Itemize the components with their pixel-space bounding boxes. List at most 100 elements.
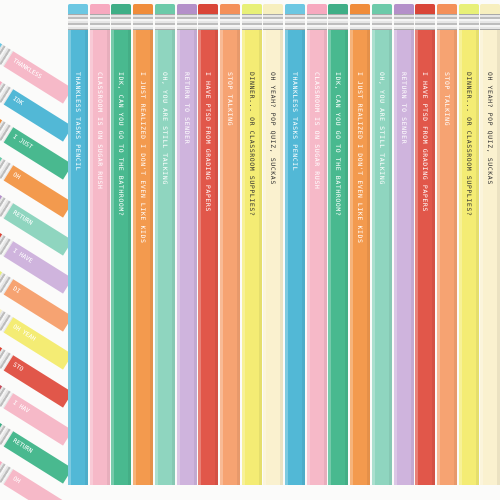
- eraser: [133, 4, 154, 14]
- eraser: [350, 4, 371, 14]
- pencil-body: I HAVE PTSD FROM GRADING PAPERS: [198, 30, 219, 485]
- pencil-label: THANKLESS TASKS PENCIL: [291, 72, 299, 172]
- pencil: STOP TALKING: [219, 0, 240, 485]
- ferrule: [480, 14, 500, 30]
- pencil-body: OH YEAH? POP QUIZ, SUCKAS: [263, 30, 284, 485]
- ferrule: [198, 14, 219, 30]
- pencil: RETURN TO SENDER: [393, 0, 414, 485]
- ferrule: [350, 14, 371, 30]
- pencil: DINNER... OR CLASSROOM SUPPLIES?: [458, 0, 479, 485]
- pencil-label: CLASSROOM IS ON SUGAR RUSH: [95, 72, 104, 190]
- pencil-label: CLASSROOM IS ON SUGAR RUSH: [312, 72, 321, 190]
- eraser: [89, 4, 110, 14]
- eraser: [306, 4, 327, 14]
- eraser: [458, 4, 479, 14]
- ferrule: [436, 14, 457, 30]
- ferrule: [371, 14, 392, 30]
- pencil-label: STOP TALKING: [442, 72, 451, 127]
- eraser: [241, 4, 262, 14]
- pencil-body: I JUST REALIZED I DON'T EVEN LIKE KIDS: [350, 30, 371, 485]
- pencil-body: OH, YOU ARE STILL TALKING: [371, 30, 392, 485]
- pencil: I JUST REALIZED I DON'T EVEN LIKE KIDS: [350, 0, 371, 485]
- ferrule: [328, 14, 349, 30]
- pencil-body: I JUST REALIZED I DON'T EVEN LIKE KIDS: [133, 30, 154, 485]
- ferrule: [241, 14, 262, 30]
- pencil: IDK, CAN YOU GO TO THE BATHROOM?: [328, 0, 349, 485]
- pencil: THANKLESS TASKS PENCIL: [285, 0, 305, 485]
- pencil: I HAVE PTSD FROM GRADING PAPERS: [415, 0, 436, 485]
- pencil-label: THANKLESS TASKS PENCIL: [74, 72, 82, 172]
- pencil-label: OH, YOU ARE STILL TALKING: [160, 72, 169, 185]
- pencil: IDK, CAN YOU GO TO THE BATHROOM?: [111, 0, 132, 485]
- pencil-label: I JUST REALIZED I DON'T EVEN LIKE KIDS: [139, 72, 148, 244]
- pencil-body: RETURN TO SENDER: [393, 30, 414, 485]
- eraser: [480, 4, 500, 14]
- pencil: OH, YOU ARE STILL TALKING: [154, 0, 175, 485]
- pencil-body: RETURN TO SENDER: [176, 30, 197, 485]
- ferrule: [458, 14, 479, 30]
- pencil-body: CLASSROOM IS ON SUGAR RUSH: [89, 30, 110, 485]
- pencil: I JUST REALIZED I DON'T EVEN LIKE KIDS: [133, 0, 154, 485]
- eraser: [154, 4, 175, 14]
- pencil-body: CLASSROOM IS ON SUGAR RUSH: [306, 30, 327, 485]
- ferrule: [176, 14, 197, 30]
- ferrule: [415, 14, 436, 30]
- pencil: OH, YOU ARE STILL TALKING: [371, 0, 392, 485]
- pencil-body: THANKLESS TASKS PENCIL: [285, 30, 305, 485]
- ferrule: [89, 14, 110, 30]
- pencil-label: I JUST REALIZED I DON'T EVEN LIKE KIDS: [356, 72, 365, 244]
- pencil-label: I HAVE PTSD FROM GRADING PAPERS: [421, 72, 430, 212]
- ferrule: [306, 14, 327, 30]
- eraser: [176, 4, 197, 14]
- pencil-body: STOP TALKING: [219, 30, 240, 485]
- eraser: [111, 4, 132, 14]
- pencil-label: RETURN TO SENDER: [182, 72, 191, 145]
- ferrule: [154, 14, 175, 30]
- ferrule: [219, 14, 240, 30]
- ferrule: [393, 14, 414, 30]
- eraser: [263, 4, 284, 14]
- pencil-body: DINNER... OR CLASSROOM SUPPLIES?: [241, 30, 262, 485]
- pencil-label: RETURN TO SENDER: [399, 72, 408, 145]
- eraser: [415, 4, 436, 14]
- eraser: [328, 4, 349, 14]
- pencil: CLASSROOM IS ON SUGAR RUSH: [306, 0, 327, 485]
- pencil: OH YEAH? POP QUIZ, SUCKAS: [263, 0, 284, 485]
- pencil-label: DINNER... OR CLASSROOM SUPPLIES?: [247, 72, 256, 217]
- pencil-label: DINNER... OR CLASSROOM SUPPLIES?: [464, 72, 473, 217]
- pencil-label: IDK, CAN YOU GO TO THE BATHROOM?: [334, 72, 343, 217]
- ferrule: [68, 14, 88, 30]
- ferrule: [263, 14, 284, 30]
- pencil-body: OH YEAH? POP QUIZ, SUCKAS: [480, 30, 500, 485]
- eraser: [371, 4, 392, 14]
- eraser: [285, 4, 305, 14]
- pencil-label: I HAVE PTSD FROM GRADING PAPERS: [204, 72, 213, 212]
- ferrule: [285, 14, 305, 30]
- pencil-body: IDK, CAN YOU GO TO THE BATHROOM?: [111, 30, 132, 485]
- pencil-label: OH YEAH? POP QUIZ, SUCKAS: [269, 72, 278, 185]
- pencil: DINNER... OR CLASSROOM SUPPLIES?: [241, 0, 262, 485]
- pencil-label: OH, YOU ARE STILL TALKING: [377, 72, 386, 185]
- pencil: RETURN TO SENDER: [176, 0, 197, 485]
- pencil: STOP TALKING: [436, 0, 457, 485]
- pencil-label: STOP TALKING: [225, 72, 234, 127]
- pencil-body: I HAVE PTSD FROM GRADING PAPERS: [415, 30, 436, 485]
- pencil: CLASSROOM IS ON SUGAR RUSH: [89, 0, 110, 485]
- ferrule: [133, 14, 154, 30]
- eraser: [219, 4, 240, 14]
- pencil-body: DINNER... OR CLASSROOM SUPPLIES?: [458, 30, 479, 485]
- pencil-body: THANKLESS TASKS PENCIL: [68, 30, 88, 485]
- pencil-body: STOP TALKING: [436, 30, 457, 485]
- eraser: [198, 4, 219, 14]
- pencil-body: OH, YOU ARE STILL TALKING: [154, 30, 175, 485]
- pencil-label: OH YEAH? POP QUIZ, SUCKAS: [486, 72, 495, 185]
- pencil: OH YEAH? POP QUIZ, SUCKAS: [480, 0, 500, 485]
- pencil: THANKLESS TASKS PENCIL: [68, 0, 88, 485]
- eraser: [393, 4, 414, 14]
- pencil: I HAVE PTSD FROM GRADING PAPERS: [198, 0, 219, 485]
- eraser: [68, 4, 88, 14]
- pencil-label: IDK, CAN YOU GO TO THE BATHROOM?: [117, 72, 126, 217]
- pencil-body: IDK, CAN YOU GO TO THE BATHROOM?: [328, 30, 349, 485]
- eraser: [436, 4, 457, 14]
